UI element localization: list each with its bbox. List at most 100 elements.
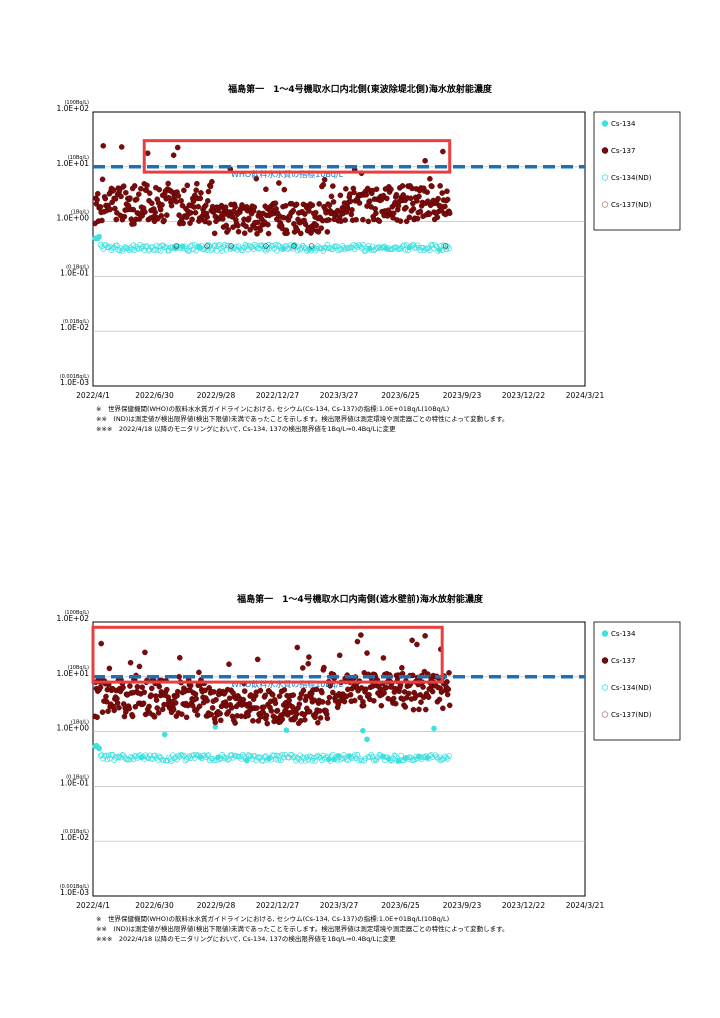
- cs134-point: [368, 247, 374, 253]
- cs137-point: [315, 719, 321, 726]
- cs137-point: [102, 195, 109, 202]
- y-unit-label: (100Bq/L): [64, 610, 89, 616]
- cs134-point: [293, 757, 299, 764]
- cs137-point: [103, 698, 110, 705]
- cs134-point: [212, 242, 219, 248]
- cs134-point: [387, 757, 394, 763]
- cs137-point: [116, 704, 122, 711]
- y-unit-label: (0.001Bq/L): [60, 374, 89, 380]
- cs137-point: [399, 183, 406, 189]
- cs137-point: [144, 150, 151, 157]
- cs137-point: [97, 204, 104, 210]
- cs134-point: [234, 246, 240, 253]
- cs137-point: [100, 143, 107, 149]
- cs137-point: [253, 175, 260, 182]
- cs137-point: [98, 640, 104, 647]
- cs137-point: [228, 705, 235, 711]
- cs137-point: [205, 188, 212, 195]
- cs137-nd-point: [263, 243, 269, 249]
- cs137-point: [426, 211, 433, 218]
- cs134-point: [335, 247, 342, 254]
- cs137-point: [336, 652, 343, 659]
- cs137-point: [144, 182, 150, 189]
- x-tick-label: 2022/9/28: [197, 901, 236, 910]
- cs137-point: [364, 650, 370, 656]
- x-tick-label: 2024/3/21: [566, 901, 605, 910]
- cs137-point: [403, 218, 410, 225]
- cs137-point: [112, 196, 119, 202]
- cs134-point: [145, 247, 152, 254]
- cs137-point: [212, 719, 219, 726]
- cs137-point: [196, 703, 203, 710]
- cs137-point: [360, 216, 366, 223]
- cs137-point: [402, 704, 409, 710]
- cs137-point: [436, 696, 443, 703]
- cs137-point: [440, 705, 446, 712]
- cs137-point: [246, 701, 253, 707]
- cs134-point: [164, 757, 171, 764]
- note-2: ※※ (ND)は測定値が検出限界値(検出下限値)未満であったことを示します。検出…: [96, 925, 509, 933]
- cs137-point: [326, 202, 333, 209]
- cs134-point: [205, 752, 212, 758]
- cs137-point: [194, 712, 201, 718]
- cs134-point: [301, 244, 307, 251]
- cs137-point: [384, 195, 390, 202]
- cs137-point: [254, 219, 261, 226]
- cs137-point: [399, 664, 405, 671]
- cs137-point: [268, 708, 275, 714]
- note-1: ※ 世界保健機関(WHO)の飲料水水質ガイドラインにおける, セシウム(Cs-1…: [96, 405, 450, 413]
- y-tick-label: 1.0E+00: [57, 214, 90, 223]
- x-tick-label: 2022/4/1: [76, 391, 110, 400]
- cs137-point: [176, 212, 182, 218]
- highlight-box: [91, 625, 444, 684]
- cs137-point: [363, 191, 370, 198]
- cs137-point: [99, 709, 106, 715]
- cs137-point: [366, 198, 373, 204]
- x-tick-label: 2023/6/25: [381, 901, 420, 910]
- cs137-point: [174, 688, 181, 695]
- cs137-point: [232, 720, 238, 726]
- cs137-point: [240, 696, 247, 703]
- cs137-point: [376, 218, 383, 224]
- cs137-nd-point: [308, 243, 315, 249]
- who-reference-label: WHO飲料水水質の指標10Bq/L: [231, 169, 344, 179]
- cs137-point: [405, 690, 412, 697]
- cs137-point: [151, 714, 158, 720]
- cs134-point: [258, 242, 265, 249]
- cs134-point: [319, 245, 325, 252]
- cs137-point: [202, 687, 208, 694]
- cs134-point: [324, 241, 331, 248]
- cs137-point: [290, 692, 297, 698]
- cs137-point: [302, 211, 308, 217]
- cs137-point: [189, 216, 195, 223]
- cs134-point: [412, 756, 418, 763]
- cs137-point: [281, 687, 288, 693]
- cs137-point: [388, 186, 394, 193]
- cs134-point: [323, 244, 329, 251]
- cs134-point: [362, 755, 369, 762]
- legend: Cs-134 Cs-137 Cs-134(ND) Cs-137(ND): [593, 111, 681, 231]
- cs137-point: [356, 200, 363, 206]
- cs137-point: [118, 144, 125, 150]
- cs134-point: [320, 752, 327, 759]
- cs137-point: [146, 703, 152, 710]
- cs137-point: [123, 709, 129, 715]
- legend-label: Cs-137: [611, 657, 635, 665]
- cs134-point: [354, 752, 361, 758]
- cs137-point: [347, 198, 354, 205]
- cs137-point: [196, 669, 202, 676]
- cs137-point: [347, 691, 354, 698]
- x-tick-label: 2023/3/27: [320, 901, 359, 910]
- cs137-point: [170, 152, 177, 159]
- cs137-point: [128, 216, 135, 222]
- cs137-point: [297, 230, 304, 237]
- cs134-point: [440, 756, 447, 762]
- cs134-point: [364, 736, 370, 743]
- note-3: ※※※ 2022/4/18 以降のモニタリングにおいて, Cs-134, 137…: [96, 935, 396, 943]
- cs134-point: [384, 246, 391, 253]
- cs137-point: [148, 200, 155, 207]
- cs137-point: [251, 204, 258, 210]
- cs137-point: [439, 190, 445, 196]
- cs134-point: [96, 745, 102, 752]
- cs137-point: [263, 712, 270, 719]
